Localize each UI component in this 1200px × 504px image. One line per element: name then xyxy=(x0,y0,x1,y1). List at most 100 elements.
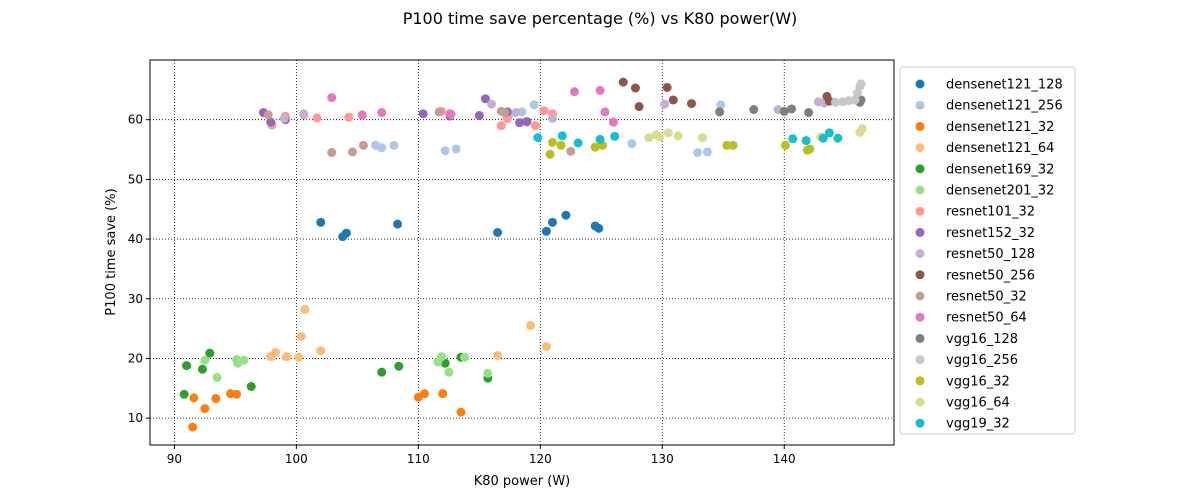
y-tick-label: 50 xyxy=(128,172,143,186)
data-point xyxy=(515,118,525,128)
y-tick-label: 20 xyxy=(128,351,143,365)
y-axis-ticks: 10 20 30 40 50 60 xyxy=(128,113,150,425)
legend-marker xyxy=(915,164,925,174)
data-point xyxy=(493,228,503,238)
data-point xyxy=(594,223,604,233)
data-point xyxy=(557,131,567,141)
data-point xyxy=(418,109,428,119)
data-point xyxy=(246,382,256,392)
series-densenet169_32 xyxy=(179,348,493,399)
data-point xyxy=(460,352,470,362)
legend-marker xyxy=(915,270,925,280)
data-point xyxy=(595,134,605,144)
data-point xyxy=(377,367,387,377)
series-densenet121_256 xyxy=(371,100,726,158)
data-point xyxy=(487,99,497,109)
data-point xyxy=(232,389,242,399)
x-tick-label: 130 xyxy=(651,452,674,466)
data-point xyxy=(296,331,306,341)
data-point xyxy=(200,404,210,414)
data-point xyxy=(541,342,551,352)
series-densenet121_128 xyxy=(316,210,604,242)
data-point xyxy=(801,136,811,146)
data-point xyxy=(299,109,309,119)
data-point xyxy=(522,116,532,126)
series-densenet121_32 xyxy=(188,389,466,432)
legend-label: resnet50_256 xyxy=(946,268,1035,283)
data-point xyxy=(547,217,557,227)
chart-title: P100 time save percentage (%) vs K80 pow… xyxy=(403,9,798,28)
data-point xyxy=(496,121,506,131)
data-point xyxy=(590,142,600,152)
legend-label: resnet101_32 xyxy=(946,205,1035,220)
data-point xyxy=(480,94,490,104)
data-point xyxy=(357,110,367,120)
data-point xyxy=(294,352,304,362)
data-point xyxy=(526,321,536,331)
data-point xyxy=(211,393,221,403)
data-point xyxy=(533,133,543,143)
data-point xyxy=(715,107,725,117)
data-point xyxy=(327,148,337,158)
legend-marker xyxy=(915,418,925,428)
data-point xyxy=(394,361,404,371)
legend-label: densenet121_64 xyxy=(946,141,1054,156)
legend-marker xyxy=(915,121,925,131)
data-point xyxy=(662,82,672,92)
data-point xyxy=(850,95,860,105)
data-point xyxy=(787,104,797,114)
data-point xyxy=(788,134,798,144)
legend-marker xyxy=(915,227,925,237)
x-tick-label: 110 xyxy=(407,452,430,466)
data-point xyxy=(618,77,628,87)
data-point xyxy=(483,368,493,378)
legend-label: vgg19_32 xyxy=(946,417,1010,432)
legend: densenet121_128 densenet121_256 densenet12… xyxy=(899,66,1076,435)
x-tick-label: 100 xyxy=(285,452,308,466)
data-point xyxy=(561,210,571,220)
data-point xyxy=(779,106,789,116)
data-point xyxy=(437,352,447,362)
data-point xyxy=(493,350,503,360)
data-point xyxy=(668,95,678,105)
data-point xyxy=(474,111,484,121)
data-point xyxy=(205,348,215,358)
data-point xyxy=(440,358,450,368)
series-vgg19_32 xyxy=(533,128,843,148)
series-resnet50_64 xyxy=(327,85,618,127)
data-point xyxy=(529,100,539,110)
data-point xyxy=(573,138,583,148)
data-point xyxy=(188,422,198,432)
data-point xyxy=(377,143,387,153)
data-point xyxy=(547,113,557,123)
data-point xyxy=(833,133,843,143)
data-point xyxy=(541,226,551,236)
legend-box xyxy=(899,66,1076,435)
x-tick-label: 120 xyxy=(529,452,552,466)
data-point xyxy=(377,108,387,118)
legend-label: resnet152_32 xyxy=(946,226,1035,241)
legend-label: densenet121_32 xyxy=(946,120,1054,135)
data-point xyxy=(500,108,510,118)
data-point xyxy=(300,305,310,315)
x-tick-label: 90 xyxy=(167,452,182,466)
data-point xyxy=(600,107,610,117)
data-point xyxy=(316,217,326,227)
series-resnet50_32 xyxy=(263,106,576,158)
series-densenet201_32 xyxy=(200,352,493,383)
data-point xyxy=(279,113,289,123)
data-point xyxy=(200,355,210,365)
series-vgg16_128 xyxy=(715,95,866,118)
legend-marker xyxy=(915,376,925,386)
legend-label: densenet121_128 xyxy=(946,78,1063,93)
data-point xyxy=(830,97,840,107)
legend-marker xyxy=(915,249,925,259)
data-point xyxy=(263,110,273,120)
series-resnet50_256 xyxy=(618,77,834,112)
data-point xyxy=(440,146,450,156)
legend-label: densenet201_32 xyxy=(946,184,1054,199)
data-point xyxy=(780,140,790,150)
grid-lines xyxy=(150,60,894,445)
legend-marker xyxy=(915,143,925,153)
